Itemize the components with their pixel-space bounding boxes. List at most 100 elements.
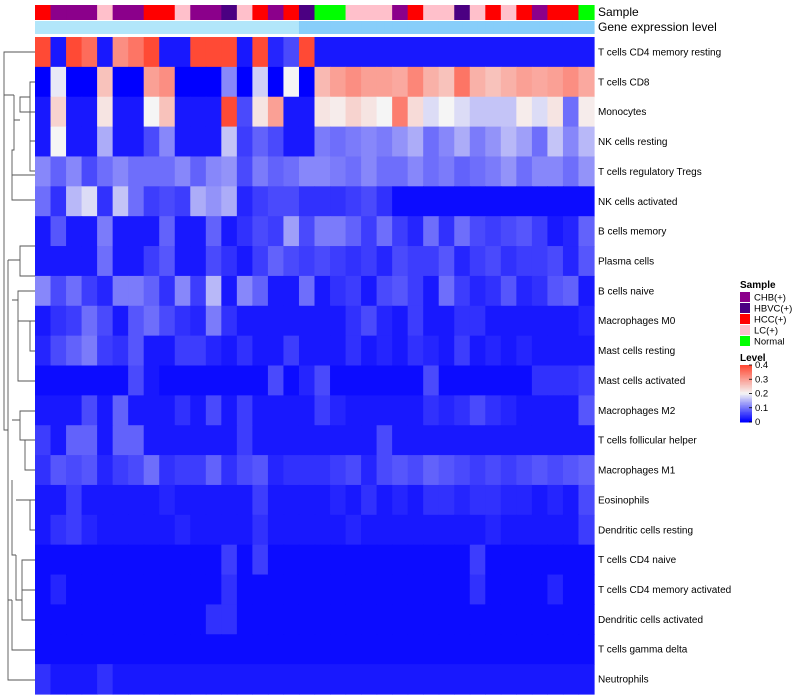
heatmap-cell <box>267 604 285 635</box>
heatmap-cell <box>376 186 393 217</box>
heatmap-cell <box>376 604 393 635</box>
heatmap-cell <box>469 246 486 277</box>
level-legend-gradient-step <box>740 417 752 420</box>
heatmap-cell <box>562 246 580 277</box>
heatmap-cell <box>547 514 564 546</box>
heatmap-cell <box>50 335 67 367</box>
heatmap-cell <box>81 604 98 635</box>
level-legend-gradient-step <box>740 387 752 390</box>
gene-level-cell <box>213 21 222 34</box>
heatmap-cell <box>205 156 222 187</box>
heatmap-cell <box>143 365 160 396</box>
heatmap-cell <box>330 37 347 68</box>
heatmap-cell <box>267 305 285 337</box>
level-legend-gradient-step <box>740 376 752 379</box>
sample-annotation-cell <box>345 5 362 20</box>
level-legend-gradient-step <box>740 404 752 407</box>
heatmap-cell <box>485 66 502 98</box>
heatmap-cell <box>221 604 238 635</box>
heatmap-cell <box>283 484 300 516</box>
heatmap-cell <box>66 186 83 217</box>
heatmap-cell <box>547 634 564 665</box>
heatmap-cell <box>531 156 549 187</box>
heatmap-cell <box>562 544 580 576</box>
heatmap-cell <box>392 514 409 546</box>
heatmap-cell <box>345 544 362 576</box>
heatmap-cell <box>97 246 114 277</box>
heatmap-cell <box>236 544 253 576</box>
gene-level-cell <box>81 21 90 34</box>
heatmap-cell <box>221 634 238 665</box>
heatmap-cell <box>283 156 300 187</box>
heatmap-cell <box>221 455 238 486</box>
heatmap-cell <box>205 37 222 68</box>
heatmap-cell <box>128 335 145 367</box>
heatmap-cell <box>236 365 253 396</box>
heatmap-cell <box>50 246 67 277</box>
row-label: Macrophages M0 <box>598 316 676 327</box>
heatmap-cell <box>252 365 269 396</box>
heatmap-cell <box>50 275 67 307</box>
heatmap-cell <box>112 156 129 187</box>
heatmap-cell <box>221 425 238 456</box>
heatmap-cell <box>221 395 238 426</box>
heatmap-cell <box>190 275 207 307</box>
heatmap-cell <box>562 395 580 426</box>
heatmap-cell <box>562 216 580 247</box>
row-label: Macrophages M1 <box>598 466 676 477</box>
heatmap-cell <box>345 395 362 426</box>
heatmap-cell <box>128 186 145 217</box>
heatmap-cell <box>298 96 316 128</box>
heatmap-cell <box>314 66 331 98</box>
heatmap-cell <box>500 246 517 277</box>
level-legend-gradient-step <box>740 384 752 387</box>
heatmap-cell <box>66 216 83 247</box>
gene-level-cell <box>469 21 479 34</box>
heatmap-cell <box>485 574 502 606</box>
gene-level-cell <box>570 21 580 34</box>
heatmap-cell <box>485 246 502 277</box>
gene-level-cell <box>384 21 393 34</box>
heatmap-cell <box>50 455 67 486</box>
heatmap-cell <box>500 37 517 68</box>
heatmap-cell <box>516 66 533 98</box>
heatmap-cell <box>143 455 160 486</box>
heatmap-cell <box>392 395 409 426</box>
gene-level-cell <box>267 21 277 34</box>
heatmap-cell <box>50 37 67 68</box>
heatmap-cell <box>236 275 253 307</box>
heatmap-cell <box>500 395 517 426</box>
heatmap-cell <box>500 634 517 665</box>
heatmap-cell <box>454 395 471 426</box>
heatmap-cell <box>174 455 191 486</box>
heatmap-cell <box>190 96 207 128</box>
heatmap-cell <box>159 574 176 606</box>
heatmap-cell <box>128 604 145 635</box>
heatmap-cell <box>221 544 238 576</box>
heatmap-cell <box>485 96 502 128</box>
heatmap-cell <box>143 126 160 158</box>
level-legend-gradient-step <box>740 383 752 386</box>
sample-annotation-cell <box>267 5 285 20</box>
gene-level-cell <box>182 21 191 34</box>
heatmap-cell <box>143 484 160 516</box>
heatmap-cell <box>267 216 285 247</box>
heatmap-cell <box>578 96 595 128</box>
heatmap-cell <box>423 604 440 635</box>
heatmap-cell <box>454 514 471 546</box>
heatmap-cell <box>81 664 98 695</box>
gene-level-cell <box>128 21 137 34</box>
level-legend-gradient-step <box>740 403 752 406</box>
heatmap-cell <box>314 37 331 68</box>
heatmap-cell <box>252 275 269 307</box>
heatmap-cell <box>190 37 207 68</box>
heatmap-cell <box>66 604 83 635</box>
heatmap-cell <box>361 246 378 277</box>
heatmap-cell <box>547 484 564 516</box>
heatmap-cell <box>438 96 455 128</box>
heatmap-cell <box>578 335 595 367</box>
heatmap-cell <box>423 514 440 546</box>
heatmap-cell <box>143 574 160 606</box>
level-legend-gradient-step <box>740 407 752 410</box>
heatmap-cell <box>485 156 502 187</box>
